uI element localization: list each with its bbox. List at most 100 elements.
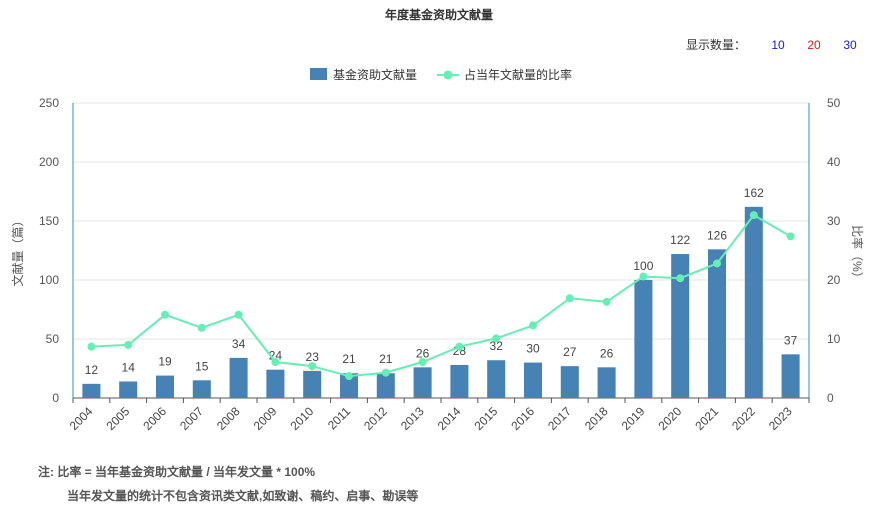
ratio-point: [161, 310, 169, 319]
ratio-point: [565, 294, 574, 303]
x-tick-label: 2015: [472, 404, 501, 433]
y-tick-label: 250: [39, 96, 59, 110]
bar-2023: [781, 354, 800, 398]
note-exclusion: 当年发文量的统计不包含资讯类文献,如致谢、稿约、启事、勘误等: [67, 489, 419, 503]
x-tick-label: 2013: [398, 404, 427, 433]
display-count-option-20[interactable]: 20: [807, 37, 821, 52]
bar-2005: [119, 381, 138, 398]
x-tick-label: 2006: [140, 404, 169, 433]
bar-2014: [450, 364, 469, 398]
ratio-point: [381, 368, 390, 377]
ratio-point: [345, 372, 353, 381]
legend-swatch-bars: [310, 68, 327, 80]
bar-2021: [707, 249, 727, 398]
bar-2015: [487, 360, 506, 398]
legend-swatch-point: [443, 70, 453, 80]
x-tick-label: 2014: [435, 404, 464, 433]
bar-2009: [266, 369, 285, 398]
legend-label-line: 占当年文献量的比率: [464, 67, 572, 82]
x-tick-label: 2007: [177, 404, 206, 433]
y2-tick-label: 10: [827, 332, 841, 346]
x-tick-label: 2008: [214, 404, 243, 433]
bar-value-label: 15: [195, 359, 209, 373]
bar-2022: [744, 206, 763, 398]
x-tick-label: 2011: [325, 404, 353, 432]
bar-2020: [671, 254, 690, 398]
x-tick-label: 2021: [692, 404, 721, 433]
bar-2008: [229, 357, 248, 398]
bar-2013: [413, 367, 432, 398]
bar-value-label: 19: [158, 355, 172, 369]
bar-2017: [560, 366, 579, 398]
bar-value-label: 30: [526, 342, 540, 356]
display-count-selector: 显示数量： 10 20 30: [686, 36, 868, 53]
bar-value-label: 14: [122, 360, 136, 374]
y2-tick-label: 40: [827, 155, 841, 169]
y-tick-label: 200: [39, 155, 59, 169]
chart-notes: 注: 比率 = 当年基金资助文献量 / 当年发文量 * 100% 当年发文量的统…: [38, 460, 418, 508]
ratio-point: [308, 362, 317, 371]
bar-value-label: 23: [306, 350, 320, 364]
ratio-point: [713, 259, 721, 268]
y2-tick-label: 30: [827, 214, 841, 228]
ratio-point: [749, 211, 758, 220]
display-count-option-10[interactable]: 10: [771, 37, 785, 52]
y2-tick-label: 50: [827, 96, 841, 110]
bar-2019: [634, 280, 653, 398]
x-tick-label: 2023: [766, 404, 795, 433]
bar-value-label: 100: [633, 259, 653, 273]
x-tick-label: 2005: [104, 404, 133, 433]
note-formula: 注: 比率 = 当年基金资助文献量 / 当年发文量 * 100%: [38, 465, 316, 479]
bar-2011: [339, 373, 359, 398]
x-tick-label: 2018: [582, 404, 611, 433]
y2-axis-title: 比率（%）: [850, 225, 865, 284]
y-tick-label: 50: [46, 332, 60, 346]
bar-value-label: 37: [784, 333, 798, 347]
bar-2016: [523, 362, 543, 398]
ratio-point: [676, 274, 685, 283]
y-tick-label: 100: [39, 273, 59, 287]
ratio-point: [197, 323, 206, 332]
x-tick-label: 2004: [67, 404, 96, 433]
ratio-point: [639, 272, 648, 281]
x-tick-label: 2009: [251, 404, 280, 433]
x-tick-label: 2020: [656, 404, 685, 433]
y2-tick-label: 20: [827, 273, 841, 287]
ratio-point: [87, 342, 96, 351]
y-tick-label: 150: [39, 214, 59, 228]
display-count-label: 显示数量：: [685, 38, 746, 52]
ratio-line: [91, 213, 792, 378]
bar-2004: [82, 383, 101, 398]
bar-value-label: 162: [744, 186, 764, 200]
bar-2018: [597, 367, 616, 398]
ratio-point: [529, 321, 537, 330]
bar-2007: [192, 380, 211, 398]
x-tick-label: 2012: [361, 404, 390, 433]
ratio-point: [234, 310, 243, 319]
bar-2006: [155, 375, 175, 398]
chart-svg: 0 50 100 150 200 250 0 10 20 30 40 50 文献量（篇） 比率（%） 12 1…: [10, 67, 865, 433]
ratio-point: [418, 358, 427, 367]
x-tick-label: 2017: [545, 404, 574, 433]
x-tick-label: 2010: [288, 404, 317, 433]
chart-title: 年度基金资助文献量: [384, 8, 493, 22]
bar-value-label: 32: [490, 339, 504, 353]
ratio-point: [786, 232, 795, 241]
ratio-point: [124, 340, 133, 349]
y-axis-title: 文献量（篇）: [10, 214, 25, 286]
bar-value-label: 21: [379, 352, 393, 366]
y-tick-label: 0: [52, 391, 59, 405]
bar-value-label: 26: [416, 346, 430, 360]
bar-value-label: 126: [707, 228, 727, 242]
legend-label-bars: 基金资助文献量: [333, 67, 417, 82]
bar-value-label: 34: [232, 337, 246, 351]
x-tick-label: 2022: [729, 404, 758, 433]
bar-2012: [376, 373, 395, 398]
display-count-option-30[interactable]: 30: [843, 37, 857, 52]
bar-value-label: 21: [342, 352, 356, 366]
ratio-point: [602, 297, 611, 306]
bar-value-label: 122: [670, 233, 690, 247]
ratio-point: [492, 334, 501, 343]
bar-value-label: 27: [563, 345, 577, 359]
x-tick-label: 2019: [619, 404, 648, 433]
